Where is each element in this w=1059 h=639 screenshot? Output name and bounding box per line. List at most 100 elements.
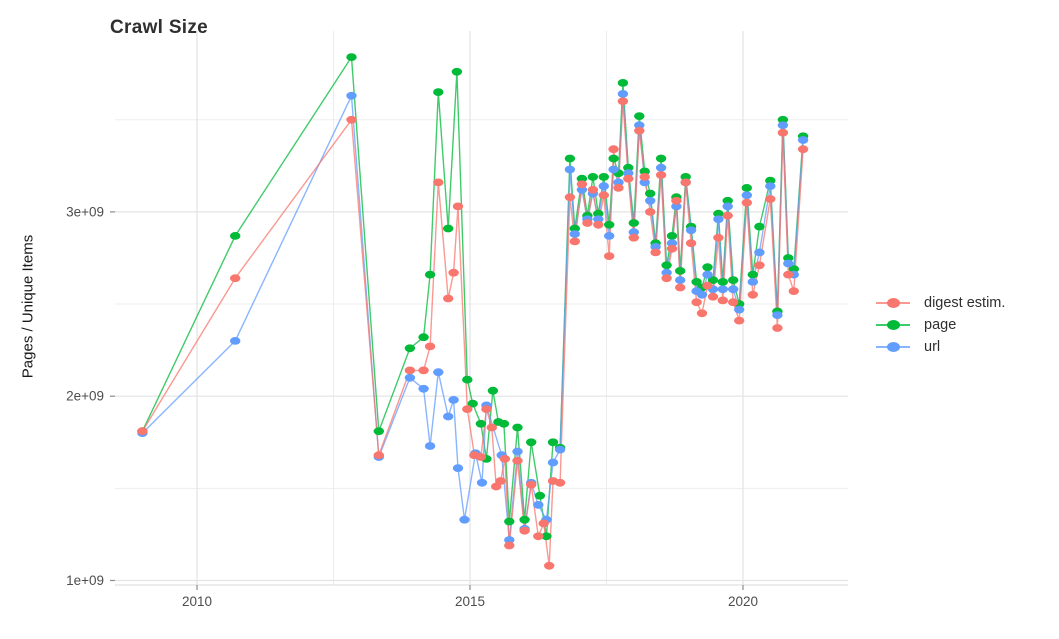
data-point-digestestim: [645, 208, 656, 216]
data-point-url: [728, 285, 739, 294]
data-point-digestestim: [783, 270, 794, 279]
legend-dot-icon: [886, 298, 900, 308]
data-point-digestestim: [604, 252, 615, 260]
data-point-digestestim: [346, 115, 357, 124]
data-point-url: [675, 276, 686, 284]
data-point-url: [628, 228, 639, 237]
y-tick-label: 3e+09: [66, 204, 104, 219]
data-point-digestestim: [747, 290, 758, 299]
x-tick-label: 2020: [728, 594, 758, 609]
data-point-url: [623, 169, 634, 178]
data-point-page: [728, 276, 739, 284]
data-point-page: [443, 224, 454, 233]
data-point-url: [418, 384, 429, 393]
x-tick-label: 2010: [182, 594, 212, 609]
data-point-url: [533, 501, 544, 509]
data-point-url: [741, 191, 752, 200]
legend-dot-icon: [886, 342, 900, 352]
data-point-digestestim: [666, 244, 678, 253]
data-point-digestestim: [655, 171, 667, 179]
data-point-digestestim: [713, 233, 724, 242]
data-point-url: [593, 215, 604, 224]
data-point-url: [604, 232, 615, 240]
data-point-digestestim: [448, 268, 459, 277]
data-point-url: [783, 259, 794, 268]
data-point-digestestim: [765, 195, 776, 203]
data-point-url: [754, 248, 765, 257]
data-point-url: [671, 202, 682, 211]
legend-item-url: url: [876, 336, 1005, 358]
data-point-page: [593, 209, 604, 218]
data-point-digestestim: [691, 298, 702, 307]
data-point-url: [424, 442, 436, 450]
data-point-page: [569, 224, 580, 233]
data-point-page: [717, 278, 728, 286]
legend-item-page: page: [876, 314, 1005, 336]
data-point-url: [734, 305, 745, 314]
data-point-digestestim: [544, 561, 555, 570]
data-point-digestestim: [504, 541, 515, 550]
data-point-page: [462, 375, 473, 384]
data-point-url: [547, 458, 559, 467]
data-point-url: [448, 396, 459, 404]
data-point-page: [788, 265, 799, 273]
data-point-page: [576, 174, 588, 183]
data-point-page: [655, 154, 667, 163]
data-point-page: [534, 491, 546, 500]
data-point-digestestim: [777, 128, 789, 137]
data-point-url: [554, 445, 566, 454]
data-point-page: [765, 176, 776, 185]
data-point-page: [346, 53, 357, 61]
data-point-digestestim: [433, 178, 444, 187]
data-point-digestestim: [443, 294, 454, 303]
data-point-page: [404, 344, 416, 353]
data-point-page: [475, 419, 487, 428]
data-point-page: [604, 220, 615, 229]
data-point-page: [713, 209, 724, 218]
data-point-digestestim: [634, 126, 645, 135]
data-point-page: [598, 173, 609, 181]
data-point-digestestim: [587, 185, 599, 194]
data-point-page: [418, 333, 429, 342]
data-point-url: [613, 178, 624, 187]
data-point-digestestim: [685, 239, 697, 248]
data-point-digestestim: [797, 145, 809, 154]
y-tick-label: 2e+09: [66, 389, 104, 404]
data-point-digestestim: [728, 298, 739, 307]
data-point-page: [541, 532, 552, 541]
data-point-digestestim: [671, 196, 682, 205]
data-point-page: [623, 163, 634, 172]
page-title: Crawl Size: [110, 16, 209, 38]
data-point-page: [783, 254, 794, 262]
data-point-digestestim: [512, 456, 523, 465]
data-point-page: [487, 386, 499, 395]
legend: digest estim. page url: [876, 292, 1005, 358]
data-point-url: [772, 311, 783, 319]
data-point-page: [504, 517, 515, 526]
data-point-page: [617, 79, 629, 87]
series-line-digestestim: [141, 100, 804, 567]
data-point-url: [452, 464, 464, 472]
data-point-page: [702, 263, 713, 272]
data-point-digestestim: [554, 478, 566, 487]
data-point-page: [645, 189, 656, 198]
data-point-page: [639, 167, 650, 176]
data-point-url: [569, 230, 580, 238]
x-tick-label: 2015: [455, 594, 485, 609]
data-point-url: [655, 163, 667, 172]
data-point-url: [702, 270, 713, 279]
data-point-url: [433, 368, 444, 377]
data-point-digestestim: [675, 283, 686, 292]
data-point-digestestim: [481, 405, 492, 413]
legend-item-digest: digest estim.: [876, 292, 1005, 314]
data-point-digestestim: [696, 309, 708, 318]
data-point-digestestim: [617, 97, 629, 106]
data-point-url: [666, 239, 678, 248]
data-point-digestestim: [576, 180, 588, 189]
legend-label-digest: digest estim.: [924, 295, 1006, 311]
data-point-url: [504, 536, 515, 544]
data-point-digestestim: [526, 480, 537, 489]
data-point-digestestim: [582, 219, 593, 227]
data-point-digestestim: [462, 405, 473, 413]
